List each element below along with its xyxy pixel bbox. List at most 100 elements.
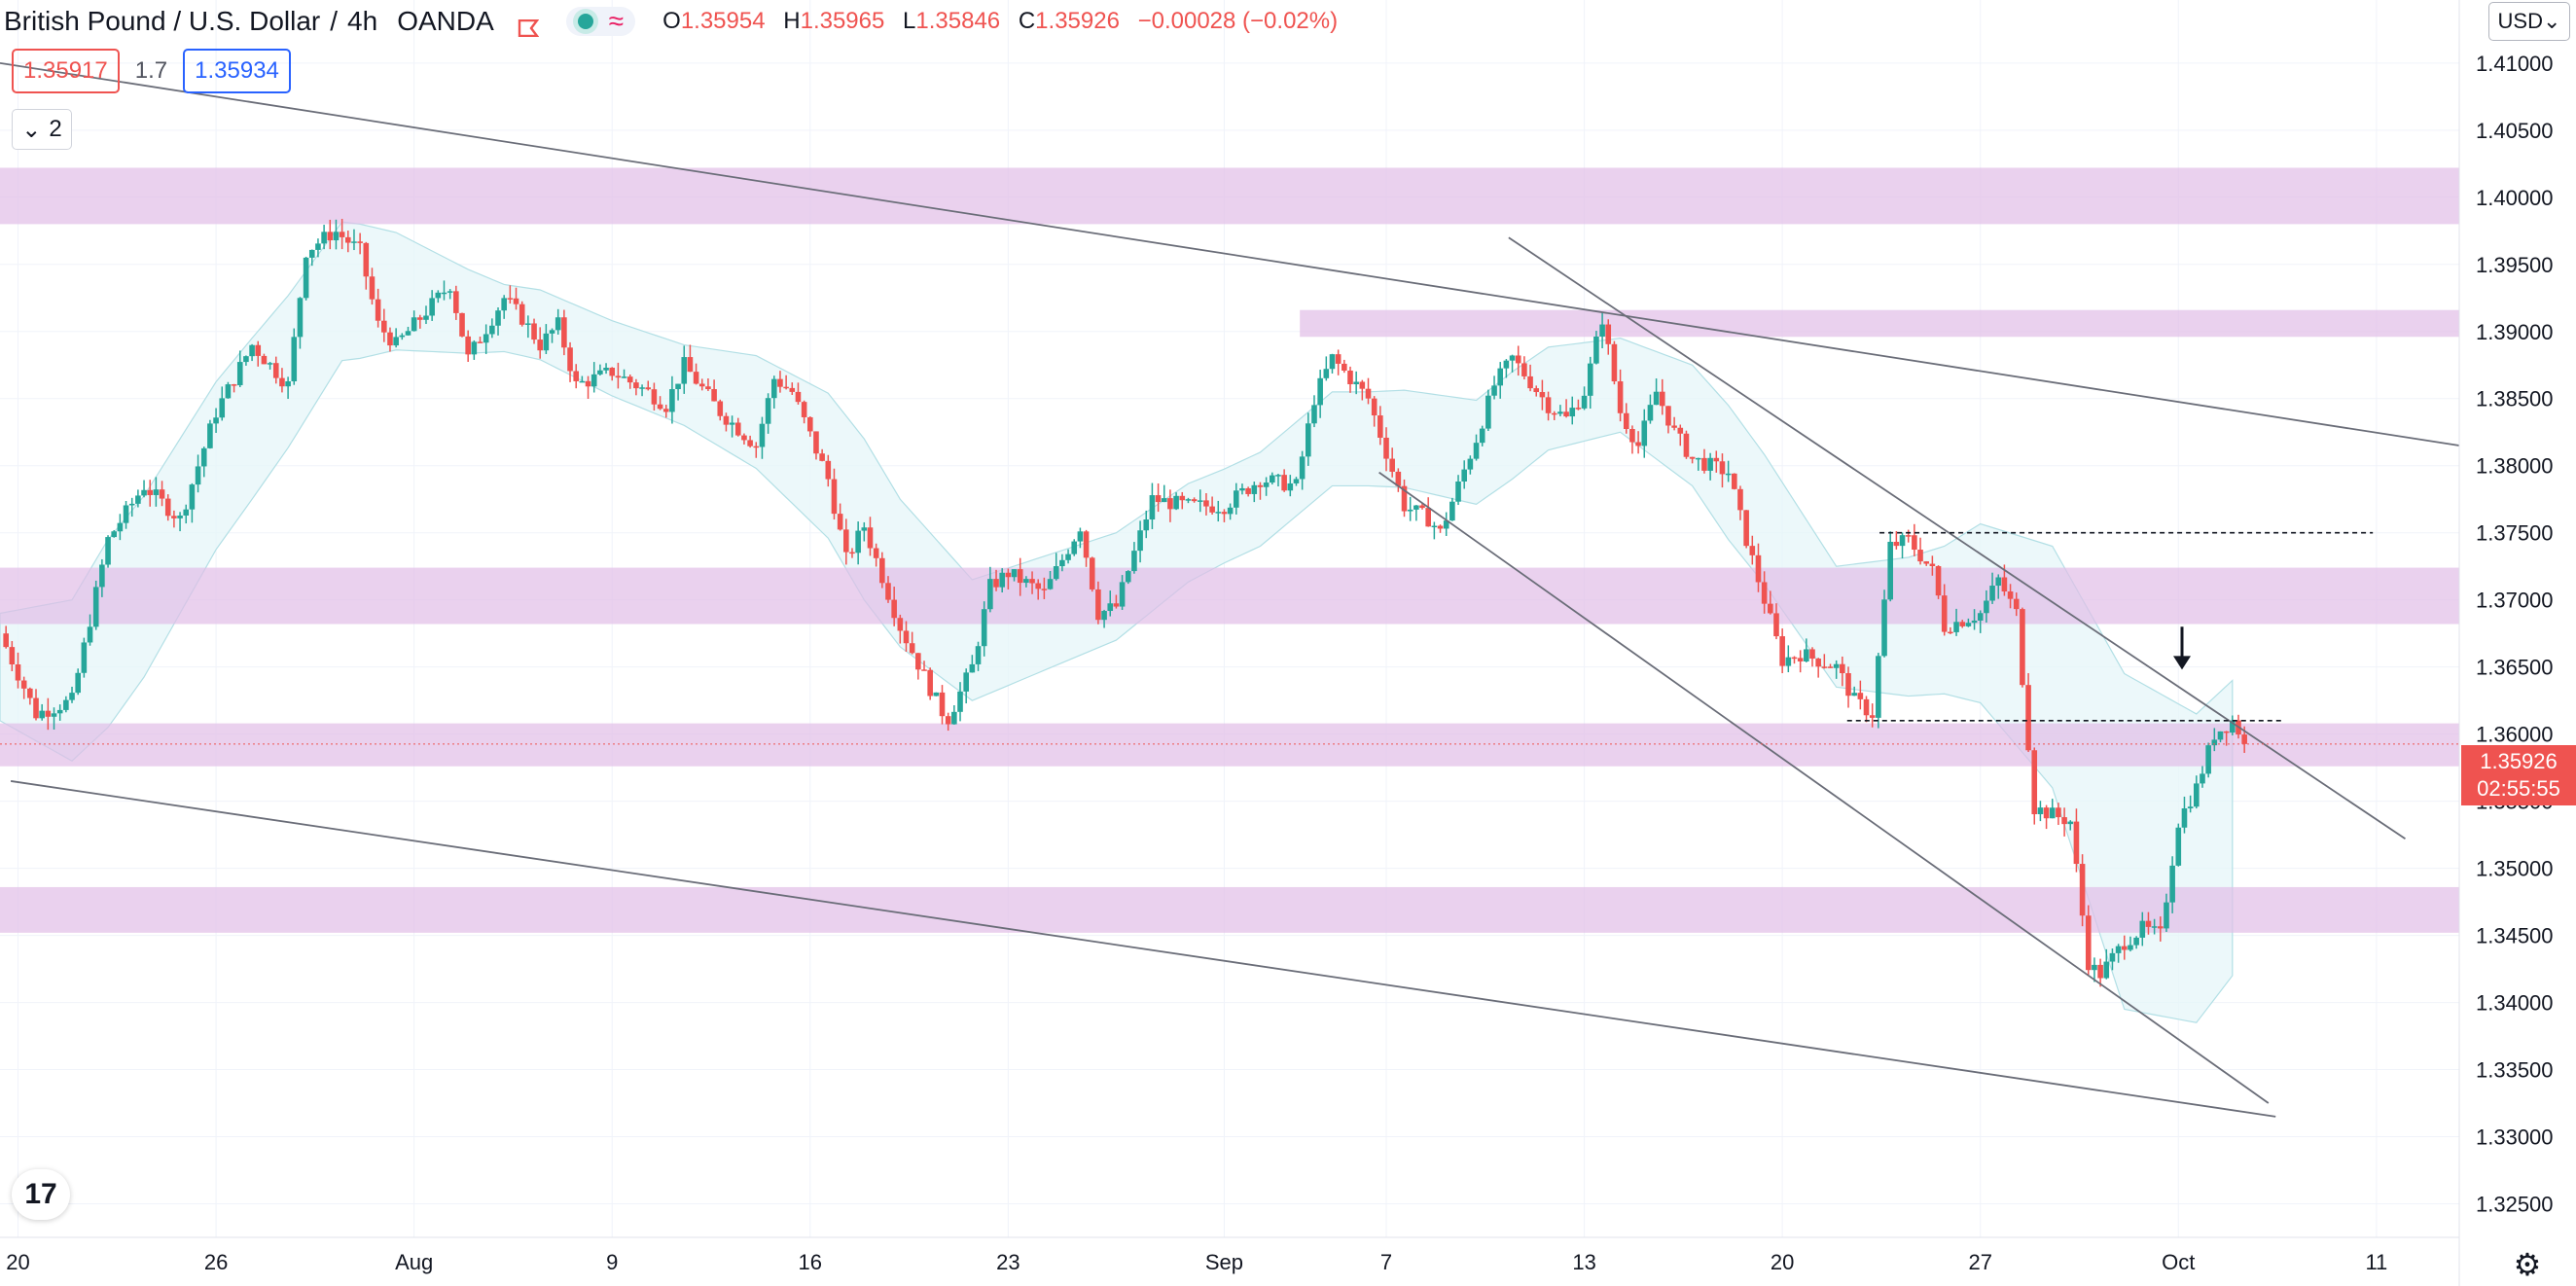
- candle-body: [1311, 405, 1317, 424]
- candle-body: [183, 509, 190, 516]
- candle-body: [153, 489, 160, 495]
- tradingview-logo-icon[interactable]: 17: [12, 1169, 70, 1220]
- candle-body: [2169, 865, 2175, 903]
- candle-body: [1269, 475, 1275, 483]
- candle-body: [1323, 369, 1330, 378]
- candle-body: [1857, 693, 1864, 699]
- candle-body: [633, 382, 639, 389]
- time-tick-label: Sep: [1205, 1250, 1243, 1274]
- candle-body: [969, 663, 976, 673]
- candle-body: [92, 587, 99, 627]
- candle-body: [225, 384, 232, 399]
- candle-body: [2109, 952, 2116, 962]
- candle-body: [2145, 920, 2152, 927]
- candle-body: [1101, 611, 1107, 621]
- candle-body: [1461, 469, 1468, 482]
- symbol-title[interactable]: British Pound / U.S. Dollar: [4, 6, 321, 36]
- candle-body: [561, 317, 567, 348]
- candle-body: [255, 344, 262, 356]
- flag-icon[interactable]: [518, 13, 540, 38]
- candle-body: [1287, 482, 1294, 491]
- gear-icon[interactable]: ⚙: [2513, 1247, 2542, 1282]
- candle-body: [1840, 663, 1845, 674]
- candle-body: [1293, 479, 1300, 483]
- candle-body: [1713, 457, 1720, 462]
- candle-body: [1215, 512, 1222, 514]
- candle-body: [770, 378, 777, 399]
- candle-body: [111, 531, 118, 538]
- indicator-status-pill[interactable]: ≈: [565, 6, 636, 36]
- candle-body: [2181, 808, 2188, 828]
- candle-body: [1233, 490, 1239, 508]
- buy-button[interactable]: 1.35934: [183, 49, 291, 93]
- time-tick-label: 16: [799, 1250, 822, 1274]
- candle-body: [1605, 324, 1612, 344]
- candle-body: [705, 386, 711, 390]
- candle-body: [2061, 817, 2067, 825]
- candle-body: [555, 317, 561, 331]
- candle-body: [27, 688, 33, 698]
- candle-body: [1041, 589, 1048, 590]
- price-tick-label: 1.41000: [2476, 52, 2554, 76]
- candle-body: [339, 232, 345, 237]
- time-tick-label: 13: [1572, 1250, 1595, 1274]
- sell-button[interactable]: 1.35917: [12, 49, 120, 93]
- chart-legend: British Pound / U.S. Dollar / 4h OANDA ≈…: [0, 0, 1349, 43]
- candle-body: [1773, 613, 1779, 637]
- price-tick-label: 1.36000: [2476, 723, 2554, 747]
- broker-label[interactable]: OANDA: [397, 6, 494, 36]
- candle-body: [1629, 429, 1635, 443]
- candle-body: [1545, 397, 1552, 413]
- candle-body: [2013, 598, 2020, 610]
- candle-body: [1203, 500, 1209, 507]
- price-tick-label: 1.32500: [2476, 1193, 2554, 1217]
- candle-body: [1989, 586, 1995, 601]
- interval-label[interactable]: 4h: [347, 6, 378, 36]
- candle-body: [489, 325, 495, 335]
- candle-body: [2097, 964, 2103, 979]
- candle-body: [1125, 571, 1131, 583]
- candle-body: [1791, 657, 1798, 660]
- candle-body: [393, 337, 399, 346]
- open-value: 1.35954: [680, 8, 766, 34]
- candle-body: [662, 409, 669, 412]
- time-tick-label: 20: [6, 1250, 29, 1274]
- candle-body: [849, 552, 855, 554]
- candle-body: [693, 372, 699, 384]
- currency-select[interactable]: USD ⌄: [2488, 2, 2570, 41]
- arrow-icon: [2172, 656, 2191, 670]
- candle-body: [39, 710, 45, 719]
- candle-body: [56, 709, 63, 714]
- candle-body: [1065, 554, 1071, 560]
- candle-body: [363, 242, 370, 277]
- candle-body: [590, 374, 597, 387]
- price-tick-label: 1.36500: [2476, 656, 2554, 680]
- collapse-indicators-button[interactable]: ⌄ 2: [12, 109, 72, 150]
- candle-body: [813, 431, 819, 454]
- candle-body: [855, 530, 861, 554]
- candle-body: [1617, 381, 1624, 413]
- price-tick-label: 1.39500: [2476, 253, 2554, 277]
- candle-body: [375, 299, 381, 321]
- candle-body: [945, 716, 951, 725]
- time-tick-label: 20: [1771, 1250, 1794, 1274]
- candle-body: [1809, 649, 1815, 660]
- trend-line: [1508, 236, 2406, 840]
- time-tick-label: 23: [996, 1250, 1020, 1274]
- candle-body: [1011, 569, 1018, 578]
- last-price-value: 1.35926: [2480, 749, 2558, 773]
- candle-body: [1275, 475, 1281, 477]
- candle-body: [1509, 355, 1516, 361]
- candle-body: [597, 370, 603, 375]
- candle-body: [1785, 657, 1792, 666]
- candle-body: [308, 249, 315, 258]
- candle-body: [1665, 406, 1671, 426]
- candle-body: [2133, 937, 2139, 946]
- candle-body: [657, 404, 663, 410]
- candle-body: [1821, 666, 1828, 668]
- candle-body: [2121, 946, 2128, 950]
- high-value: 1.35965: [800, 8, 885, 34]
- support-resistance-zone: [0, 723, 2459, 767]
- time-tick-label: 26: [204, 1250, 228, 1274]
